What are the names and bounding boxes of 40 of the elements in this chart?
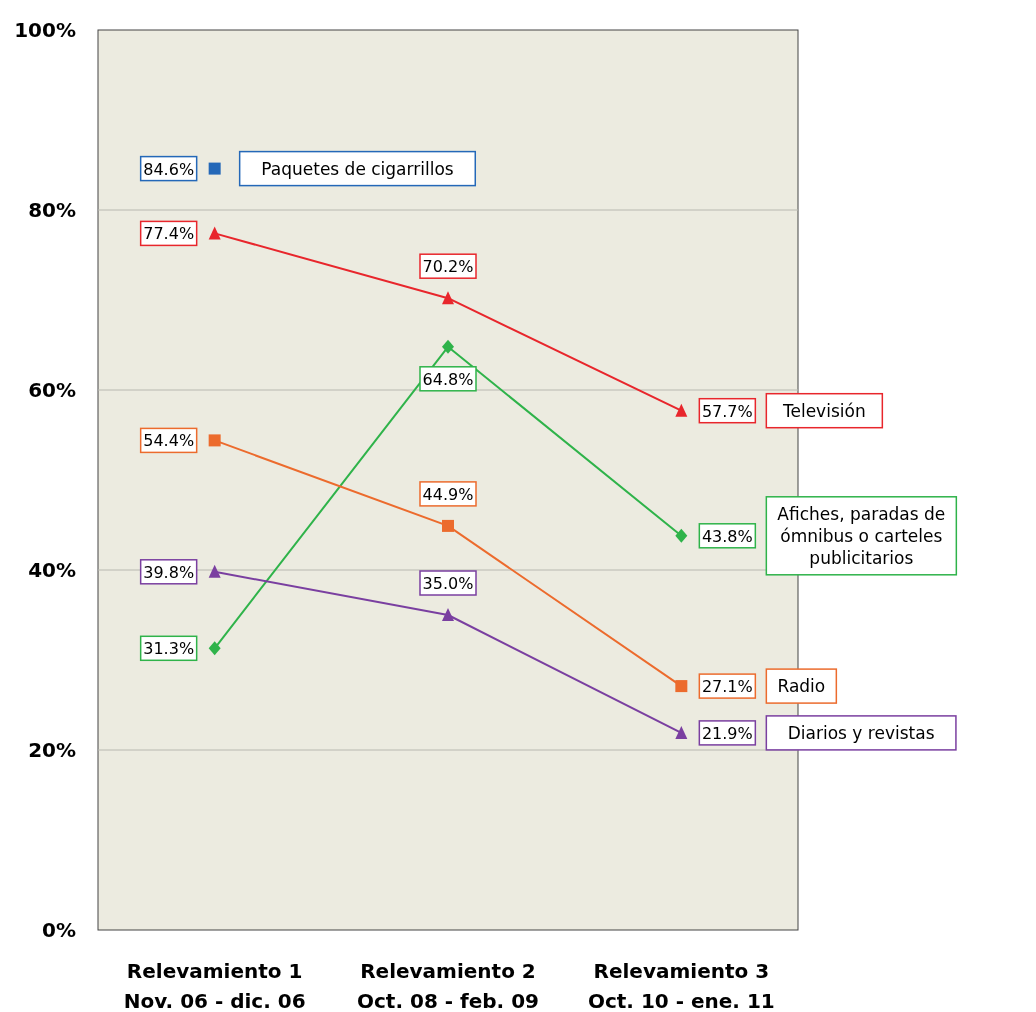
point	[442, 339, 454, 354]
data-label: 84.6%	[143, 159, 195, 179]
point	[675, 528, 688, 543]
point	[442, 291, 454, 305]
point	[442, 608, 454, 621]
data-label: 44.9%	[422, 484, 474, 504]
x-tick-label: Relevamiento 1 Nov. 06 - dic. 06	[123, 959, 306, 1012]
point	[208, 434, 221, 447]
data-label: 54.4%	[143, 431, 195, 451]
data-label: 57.7%	[701, 401, 753, 421]
x-tick-label: Relevamiento 3 Oct. 10 - ene. 11	[587, 959, 775, 1012]
data-label: 21.9%	[701, 723, 753, 743]
point	[208, 564, 221, 578]
y-tick-label: 20%	[28, 738, 76, 762]
legend-label: Televisión	[781, 400, 866, 421]
point	[208, 641, 221, 656]
data-label: 27.1%	[701, 677, 753, 697]
data-label: 70.2%	[422, 257, 474, 277]
legend-label: Afiches, paradas de ómnibus o carteles publicitarios	[777, 503, 946, 568]
text: Paquetes de cigarrillos	[261, 158, 454, 179]
point	[208, 226, 221, 240]
data-label: 39.8%	[143, 562, 195, 582]
data-label: 64.8%	[422, 369, 474, 389]
y-tick-label: 80%	[28, 198, 76, 222]
y-tick-label: 60%	[28, 378, 76, 402]
x-tick-label: Relevamiento 2 Oct. 08 - feb. 09	[356, 959, 540, 1012]
point	[675, 725, 688, 739]
point	[442, 519, 454, 532]
y-tick-label: 100%	[14, 18, 76, 42]
point	[208, 162, 221, 175]
data-label: 77.4%	[143, 224, 195, 244]
y-tick-label: 40%	[28, 558, 76, 582]
point	[675, 403, 688, 417]
data-label: 31.3%	[143, 639, 195, 659]
point	[675, 680, 688, 693]
legend-label: Radio	[777, 676, 826, 697]
y-tick-label: 0%	[42, 918, 76, 942]
legend-label: Diarios y revistas	[787, 722, 935, 743]
data-label: 35.0%	[422, 574, 474, 593]
data-label: 43.8%	[701, 526, 753, 546]
